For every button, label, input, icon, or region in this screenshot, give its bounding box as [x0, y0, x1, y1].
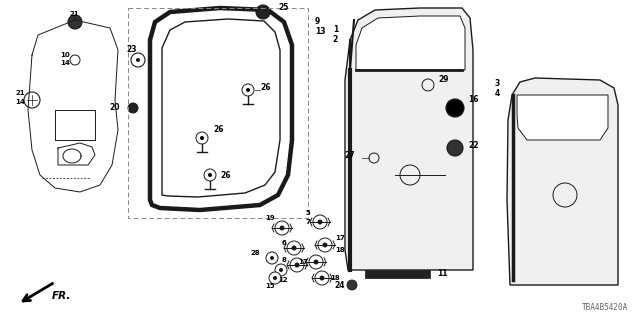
- Circle shape: [447, 140, 463, 156]
- Text: 6: 6: [281, 240, 286, 246]
- Text: 8: 8: [282, 257, 287, 263]
- Circle shape: [315, 271, 329, 285]
- Circle shape: [246, 88, 250, 92]
- Circle shape: [347, 280, 357, 290]
- Circle shape: [242, 84, 254, 96]
- Text: 26: 26: [220, 171, 230, 180]
- Circle shape: [319, 276, 324, 281]
- Text: 25: 25: [278, 4, 289, 12]
- Text: 27: 27: [344, 150, 355, 159]
- Circle shape: [279, 268, 283, 272]
- Text: 15: 15: [265, 283, 275, 289]
- Circle shape: [280, 226, 285, 230]
- Text: 17: 17: [298, 259, 308, 265]
- Circle shape: [266, 252, 278, 264]
- Text: 1: 1: [333, 26, 338, 35]
- Polygon shape: [356, 16, 465, 70]
- Text: 14: 14: [60, 60, 70, 66]
- Text: 14: 14: [15, 99, 25, 105]
- Circle shape: [273, 276, 277, 280]
- Circle shape: [313, 215, 327, 229]
- Circle shape: [314, 260, 319, 265]
- Polygon shape: [162, 19, 280, 197]
- Text: 9: 9: [315, 18, 320, 27]
- Text: 26: 26: [260, 84, 271, 92]
- Text: 22: 22: [468, 140, 479, 149]
- Circle shape: [208, 173, 212, 177]
- Polygon shape: [150, 8, 292, 210]
- Circle shape: [291, 245, 296, 251]
- Text: 17: 17: [335, 235, 345, 241]
- Text: 5: 5: [305, 210, 310, 216]
- Circle shape: [196, 132, 208, 144]
- Text: 26: 26: [213, 125, 223, 134]
- Circle shape: [323, 243, 328, 247]
- Text: 7: 7: [305, 219, 310, 225]
- Circle shape: [318, 238, 332, 252]
- Polygon shape: [517, 95, 608, 140]
- Circle shape: [317, 220, 323, 225]
- Circle shape: [294, 262, 300, 268]
- Polygon shape: [365, 270, 430, 278]
- Text: 18: 18: [330, 275, 340, 281]
- Text: 10: 10: [60, 52, 70, 58]
- Text: 29: 29: [438, 76, 449, 84]
- Text: 28: 28: [250, 250, 260, 256]
- Polygon shape: [507, 78, 618, 285]
- Text: 11: 11: [437, 269, 447, 278]
- Text: 20: 20: [109, 103, 120, 113]
- Text: 12: 12: [278, 277, 288, 283]
- Circle shape: [256, 5, 270, 19]
- Circle shape: [446, 99, 464, 117]
- Text: 21: 21: [69, 11, 79, 17]
- Text: 18: 18: [335, 247, 345, 253]
- Text: TBA4B5420A: TBA4B5420A: [582, 303, 628, 312]
- Circle shape: [136, 58, 140, 62]
- Text: 2: 2: [333, 36, 338, 44]
- Text: 16: 16: [468, 95, 479, 105]
- Circle shape: [309, 255, 323, 269]
- Text: 3: 3: [495, 78, 500, 87]
- Polygon shape: [345, 8, 473, 270]
- Circle shape: [68, 15, 82, 29]
- Text: 13: 13: [315, 28, 326, 36]
- Text: FR.: FR.: [52, 291, 72, 301]
- Text: 24: 24: [335, 281, 345, 290]
- Circle shape: [270, 256, 274, 260]
- Text: 4: 4: [495, 89, 500, 98]
- Circle shape: [290, 258, 304, 272]
- Circle shape: [204, 169, 216, 181]
- Circle shape: [275, 221, 289, 235]
- Text: 23: 23: [127, 45, 137, 54]
- Text: 21: 21: [15, 90, 25, 96]
- Text: 19: 19: [265, 215, 275, 221]
- Circle shape: [200, 136, 204, 140]
- Circle shape: [287, 241, 301, 255]
- Circle shape: [128, 103, 138, 113]
- Circle shape: [269, 272, 281, 284]
- Circle shape: [275, 264, 287, 276]
